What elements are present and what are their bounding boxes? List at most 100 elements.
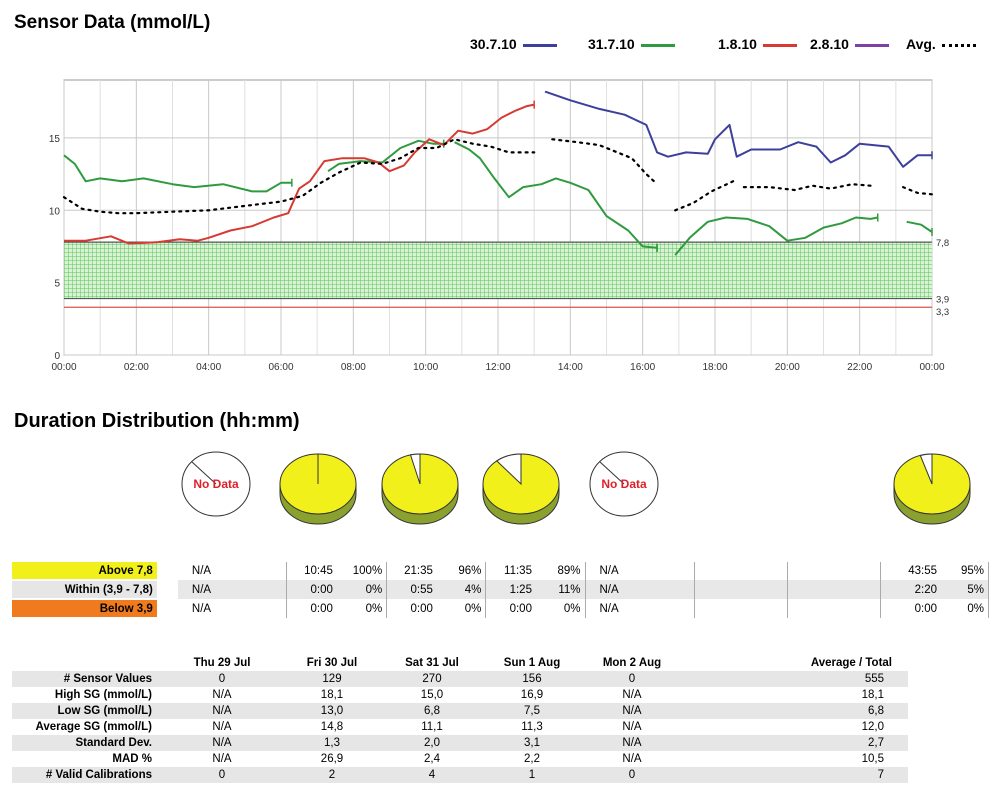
- duration-label: Within (3,9 - 7,8): [12, 580, 157, 600]
- stats-value: 12,0: [682, 719, 908, 735]
- stats-value: 270: [382, 671, 482, 687]
- stats-value: 10,5: [682, 751, 908, 767]
- duration-row: Above 7,8 N/A 10:45 100% 21:35 96% 11:35 89% N/A…: [12, 562, 989, 581]
- x-tick-label: 18:00: [702, 362, 727, 373]
- series-line-31-7-10: [906, 220, 933, 233]
- legend-item: Avg.: [906, 36, 976, 52]
- stats-value: 2: [282, 767, 382, 783]
- sensor-chart: 7,8 3,93,3 0 5 10 15 00:00 02:00 04:00 06:00 08:00…: [49, 79, 949, 373]
- series-line-31-7-10: [327, 139, 444, 173]
- x-tick-label: 06:00: [268, 362, 293, 373]
- duration-time: 0:00: [386, 599, 433, 618]
- x-tick-label: 14:00: [558, 362, 583, 373]
- duration-time: [694, 599, 739, 618]
- stats-value: 129: [282, 671, 382, 687]
- x-tick-label: 02:00: [124, 362, 149, 373]
- stats-row: High SG (mmol/L) N/A 18,1 15,0 16,9 N/A 18,1: [12, 687, 908, 703]
- stats-column-header: Mon 2 Aug: [602, 657, 662, 669]
- target-range-band: [64, 242, 932, 299]
- stats-value: 7,5: [482, 703, 582, 719]
- stats-value: N/A: [162, 751, 282, 767]
- duration-percent: [831, 599, 881, 618]
- duration-percent: 89%: [531, 562, 586, 580]
- stats-value: 0: [582, 671, 682, 687]
- duration-percent: 11%: [531, 580, 586, 599]
- duration-time: 0:00: [286, 599, 333, 618]
- legend-label: Avg.: [906, 36, 936, 52]
- stats-row: # Sensor Values 0 129 270 156 0 555: [12, 671, 908, 687]
- stats-value: 16,9: [482, 687, 582, 703]
- stats-value: 6,8: [682, 703, 908, 719]
- series-line-Avg: [742, 183, 872, 192]
- x-tick-label: 04:00: [196, 362, 221, 373]
- stats-value: N/A: [582, 687, 682, 703]
- stats-value: 14,8: [282, 719, 382, 735]
- legend-swatch: [640, 43, 675, 47]
- stats-value: 2,7: [682, 735, 908, 751]
- duration-percent: 0%: [332, 599, 388, 618]
- stats-value: N/A: [162, 719, 282, 735]
- duration-time: 11:35: [485, 562, 532, 580]
- stats-value: N/A: [582, 735, 682, 751]
- duration-percent: [738, 562, 788, 580]
- duration-time: 2:20: [880, 580, 938, 599]
- series-line-30-7-10: [544, 90, 932, 168]
- spacer: [157, 562, 178, 580]
- duration-percent: [637, 599, 695, 618]
- x-tick-label: 00:00: [919, 362, 944, 373]
- legend-label: 30.7.10: [470, 36, 517, 52]
- duration-time: 1:25: [485, 580, 532, 599]
- duration-percent: [738, 580, 788, 599]
- duration-label: Below 3,9: [12, 599, 157, 619]
- target-low-label: 3,9: [936, 295, 949, 306]
- stats-column-header: Thu 29 Jul: [193, 657, 251, 669]
- series-line-Avg: [62, 138, 536, 215]
- pie-chart: [381, 453, 459, 525]
- stats-value: 2,4: [382, 751, 482, 767]
- x-tick-label: 10:00: [413, 362, 438, 373]
- pie-chart: [482, 453, 560, 525]
- legend-swatch: [854, 43, 889, 47]
- stats-value: 4: [382, 767, 482, 783]
- series-line-Avg: [551, 138, 659, 186]
- stats-value: 1,3: [282, 735, 382, 751]
- stats-value: 0: [162, 767, 282, 783]
- legend-item: 31.7.10: [588, 36, 675, 52]
- stats-row: Low SG (mmol/L) N/A 13,0 6,8 7,5 N/A 6,8: [12, 703, 908, 719]
- series-line-1-8-10: [64, 103, 535, 245]
- stats-value: 18,1: [282, 687, 382, 703]
- legend-label: 1.8.10: [718, 36, 757, 52]
- stats-value: N/A: [582, 703, 682, 719]
- stats-label: Low SG (mmol/L): [12, 703, 162, 719]
- stats-row: Standard Dev. N/A 1,3 2,0 3,1 N/A 2,7: [12, 735, 908, 751]
- stats-column-header: Average / Total: [810, 657, 892, 669]
- stats-value: 0: [582, 767, 682, 783]
- duration-percent: 0%: [937, 599, 989, 618]
- no-data-label: No Data: [193, 477, 239, 491]
- stats-column-header: Sat 31 Jul: [405, 657, 459, 669]
- stats-header-row: Thu 29 Jul Fri 30 Jul Sat 31 Jul Sun 1 Aug M…: [12, 655, 908, 671]
- stats-label: # Valid Calibrations: [12, 767, 162, 783]
- duration-label: Above 7,8: [12, 562, 157, 581]
- duration-percent: [831, 580, 881, 599]
- duration-time: N/A: [585, 562, 637, 580]
- duration-time: [787, 599, 832, 618]
- x-tick-label: 12:00: [485, 362, 510, 373]
- pie-chart: No Data: [181, 451, 251, 517]
- duration-percent: [637, 580, 695, 599]
- no-data-label: No Data: [601, 477, 647, 491]
- duration-pies: No Data No Data: [181, 451, 971, 525]
- pie-slice-within: [409, 453, 421, 485]
- target-high-label: 7,8: [936, 238, 949, 249]
- stats-value: N/A: [582, 751, 682, 767]
- stats-value: 3,1: [482, 735, 582, 751]
- duration-time: N/A: [585, 599, 637, 618]
- stats-value: 26,9: [282, 751, 382, 767]
- stats-value: 1: [482, 767, 582, 783]
- stats-row: # Valid Calibrations 0 2 4 1 0 7: [12, 767, 908, 783]
- duration-time: 0:00: [880, 599, 938, 618]
- duration-table: Above 7,8 N/A 10:45 100% 21:35 96% 11:35 89% N/A…: [12, 562, 989, 619]
- y-tick-label: 15: [49, 134, 61, 145]
- duration-time: 10:45: [286, 562, 333, 580]
- stats-column-header: Fri 30 Jul: [306, 657, 358, 669]
